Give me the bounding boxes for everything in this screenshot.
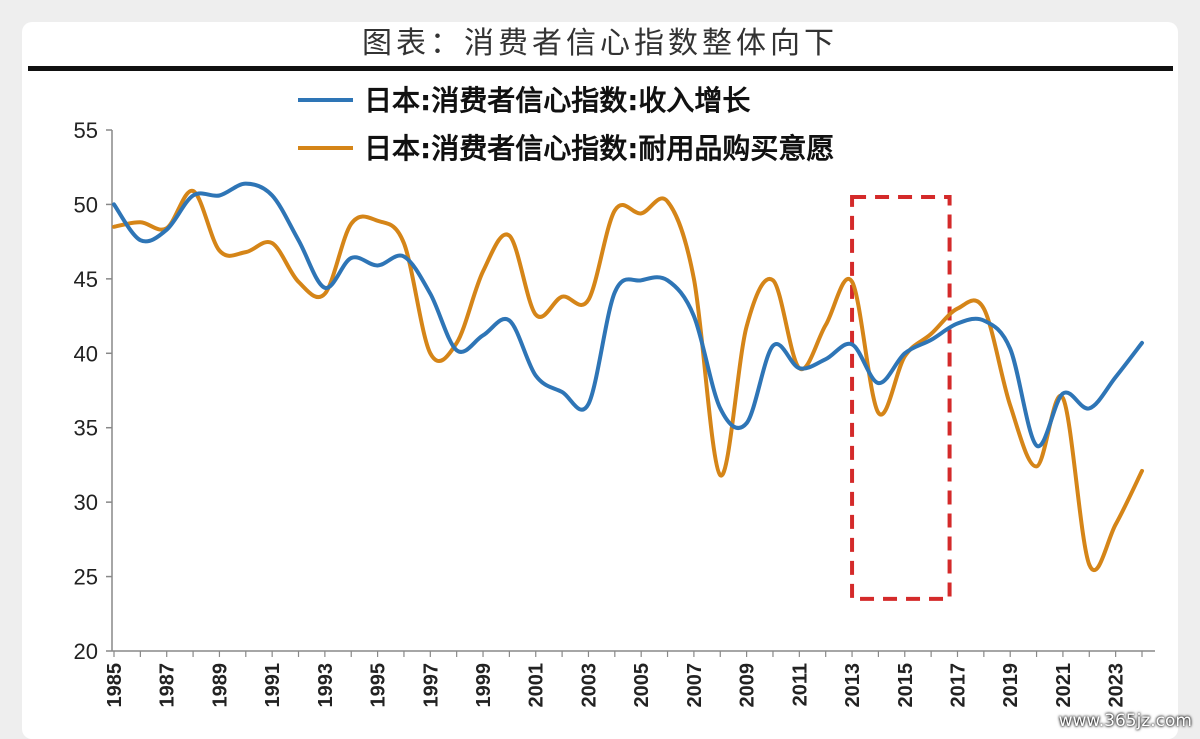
x-tick-label: 2009 (737, 663, 759, 708)
y-tick-label: 40 (74, 341, 98, 366)
chart-card (22, 22, 1178, 739)
y-tick-label: 50 (74, 192, 98, 217)
y-tick-label: 20 (74, 639, 98, 664)
y-tick-label: 30 (74, 490, 98, 515)
legend-label: 日本:消费者信心指数:收入增长 (364, 84, 750, 117)
x-tick-label: 2003 (578, 663, 600, 708)
highlight-box (850, 194, 952, 601)
x-tick-label: 1987 (157, 663, 179, 708)
x-tick-label: 2023 (1106, 663, 1128, 708)
watermark: www.365jz.com (1058, 711, 1192, 731)
chart-title: 图表：消费者信心指数整体向下 (362, 26, 838, 61)
x-tick-label: 1993 (315, 663, 337, 708)
legend-label: 日本:消费者信心指数:耐用品购买意愿 (364, 132, 834, 165)
x-tick-label: 1989 (209, 663, 231, 708)
y-tick-label: 45 (74, 267, 98, 292)
x-tick-label: 2001 (526, 663, 548, 708)
x-tick-label: 2021 (1053, 663, 1075, 708)
x-tick-label: 1999 (473, 663, 495, 708)
title-rule (28, 66, 1173, 71)
series-line-durables (112, 188, 1144, 573)
y-tick-label: 25 (74, 565, 98, 590)
x-tick-label: 2013 (842, 663, 864, 708)
x-tick-label: 1995 (368, 663, 390, 708)
x-tick-label: 1997 (420, 663, 442, 708)
x-tick-label: 2007 (684, 663, 706, 708)
y-tick-label: 55 (74, 118, 98, 143)
x-tick-label: 2019 (1000, 663, 1022, 708)
x-tick-label: 2005 (631, 663, 653, 708)
y-tick-label: 35 (74, 416, 98, 441)
series-line-income (112, 181, 1144, 448)
x-tick-label: 1991 (262, 663, 284, 708)
x-tick-label: 2017 (947, 663, 969, 708)
x-tick-label: 2015 (895, 663, 917, 708)
x-tick-label: 1985 (104, 663, 126, 708)
x-tick-label: 2011 (789, 663, 811, 706)
